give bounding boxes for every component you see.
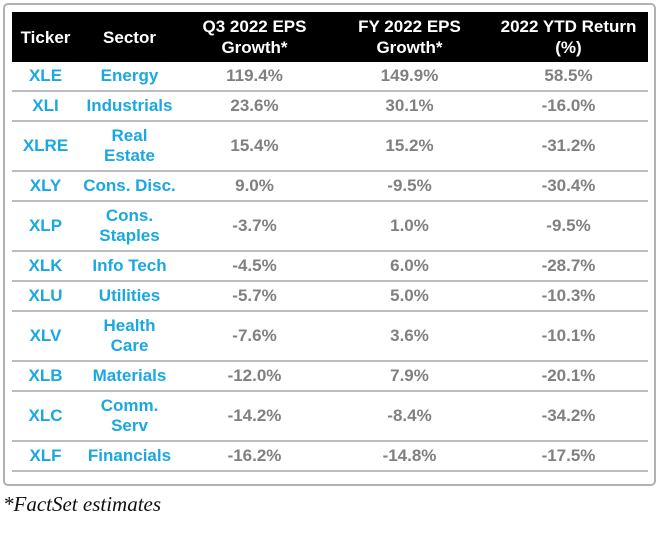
q3-eps-cell: -3.7% [179,201,330,252]
table-row: XLF Financials -16.2% -14.8% -17.5% [11,441,648,472]
ytd-return-cell: -17.5% [489,441,648,472]
fy-eps-cell: 6.0% [329,251,490,282]
ticker-cell: XLC [11,391,80,442]
sector-cell: Materials [79,361,180,392]
ytd-return-cell: -10.1% [489,311,648,362]
table-row: XLY Cons. Disc. 9.0% -9.5% -30.4% [11,171,648,202]
ytd-return-cell: -20.1% [489,361,648,392]
sector-cell: Cons. Disc. [79,171,180,202]
table-row: XLE Energy 119.4% 149.9% 58.5% [11,62,648,92]
header-sector: Sector [79,12,180,62]
ticker-cell: XLV [11,311,80,362]
table-header: Ticker Sector Q3 2022 EPS Growth* FY 202… [11,12,648,62]
q3-eps-cell: 119.4% [179,62,330,92]
q3-eps-cell: 23.6% [179,91,330,122]
header-ticker: Ticker [11,12,80,62]
header-q3-eps-growth: Q3 2022 EPS Growth* [179,12,330,62]
sector-table-card: Ticker Sector Q3 2022 EPS Growth* FY 202… [3,3,656,486]
sector-cell: Real Estate [79,121,180,172]
q3-eps-cell: 9.0% [179,171,330,202]
ticker-cell: XLF [11,441,80,472]
ticker-cell: XLI [11,91,80,122]
table-row: XLI Industrials 23.6% 30.1% -16.0% [11,91,648,122]
fy-eps-cell: -14.8% [329,441,490,472]
fy-eps-cell: 3.6% [329,311,490,362]
q3-eps-cell: -12.0% [179,361,330,392]
ticker-cell: XLU [11,281,80,312]
ytd-return-cell: -31.2% [489,121,648,172]
sector-cell: Cons. Staples [79,201,180,252]
fy-eps-cell: -8.4% [329,391,490,442]
table-row: XLB Materials -12.0% 7.9% -20.1% [11,361,648,392]
sector-cell: Utilities [79,281,180,312]
fy-eps-cell: 7.9% [329,361,490,392]
ytd-return-cell: -10.3% [489,281,648,312]
q3-eps-cell: -14.2% [179,391,330,442]
sector-eps-table: Ticker Sector Q3 2022 EPS Growth* FY 202… [11,12,648,472]
sector-cell: Industrials [79,91,180,122]
q3-eps-cell: -5.7% [179,281,330,312]
q3-eps-cell: 15.4% [179,121,330,172]
table-row: XLRE Real Estate 15.4% 15.2% -31.2% [11,121,648,172]
table-row: XLU Utilities -5.7% 5.0% -10.3% [11,281,648,312]
fy-eps-cell: 149.9% [329,62,490,92]
q3-eps-cell: -16.2% [179,441,330,472]
table-row: XLC Comm. Serv -14.2% -8.4% -34.2% [11,391,648,442]
table-row: XLK Info Tech -4.5% 6.0% -28.7% [11,251,648,282]
sector-cell: Energy [79,62,180,92]
q3-eps-cell: -7.6% [179,311,330,362]
ytd-return-cell: 58.5% [489,62,648,92]
ticker-cell: XLB [11,361,80,392]
factset-estimates-footnote: *FactSet estimates [3,492,162,516]
ytd-return-cell: -28.7% [489,251,648,282]
q3-eps-cell: -4.5% [179,251,330,282]
table-row: XLP Cons. Staples -3.7% 1.0% -9.5% [11,201,648,252]
header-ytd-return: 2022 YTD Return (%) [489,12,648,62]
ytd-return-cell: -30.4% [489,171,648,202]
sector-cell: Info Tech [79,251,180,282]
sector-cell: Health Care [79,311,180,362]
fy-eps-cell: 1.0% [329,201,490,252]
header-row: Ticker Sector Q3 2022 EPS Growth* FY 202… [11,12,648,62]
table-row: XLV Health Care -7.6% 3.6% -10.1% [11,311,648,362]
ytd-return-cell: -16.0% [489,91,648,122]
ticker-cell: XLK [11,251,80,282]
fy-eps-cell: -9.5% [329,171,490,202]
ytd-return-cell: -34.2% [489,391,648,442]
table-body: XLE Energy 119.4% 149.9% 58.5% XLI Indus… [11,62,648,472]
sector-cell: Comm. Serv [79,391,180,442]
ytd-return-cell: -9.5% [489,201,648,252]
fy-eps-cell: 30.1% [329,91,490,122]
sector-cell: Financials [79,441,180,472]
ticker-cell: XLRE [11,121,80,172]
ticker-cell: XLE [11,62,80,92]
fy-eps-cell: 15.2% [329,121,490,172]
ticker-cell: XLP [11,201,80,252]
ticker-cell: XLY [11,171,80,202]
header-fy-eps-growth: FY 2022 EPS Growth* [329,12,490,62]
fy-eps-cell: 5.0% [329,281,490,312]
